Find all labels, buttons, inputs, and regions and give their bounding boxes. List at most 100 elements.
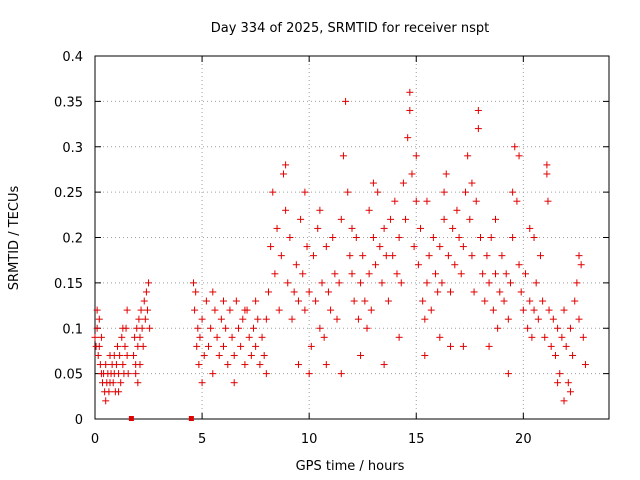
data-point xyxy=(494,324,502,332)
data-point xyxy=(110,351,118,359)
data-point xyxy=(429,234,437,241)
data-point xyxy=(136,361,144,369)
data-point xyxy=(337,215,345,223)
data-point xyxy=(209,288,217,296)
data-point xyxy=(277,252,285,260)
data-point xyxy=(481,297,489,305)
data-point xyxy=(526,224,534,232)
data-point xyxy=(271,270,279,278)
data-point xyxy=(387,215,395,223)
data-point xyxy=(466,215,474,223)
data-point xyxy=(502,270,510,278)
data-point xyxy=(337,370,345,378)
data-point xyxy=(196,333,204,341)
data-point xyxy=(547,342,555,350)
y-axis-label: SRMTID / TECUs xyxy=(7,186,22,291)
data-point xyxy=(322,361,330,369)
data-point xyxy=(421,351,429,359)
data-point xyxy=(130,351,138,359)
data-point xyxy=(134,379,142,387)
data-point xyxy=(102,361,110,369)
data-point xyxy=(558,333,566,341)
data-point xyxy=(489,306,497,314)
data-point xyxy=(105,388,113,396)
data-point xyxy=(419,297,427,305)
data-point xyxy=(566,324,574,332)
data-point xyxy=(543,161,551,169)
data-point xyxy=(474,125,482,133)
data-point xyxy=(145,279,153,287)
x-tick-label: 0 xyxy=(91,432,99,447)
y-tick-label: 0.2 xyxy=(62,232,83,247)
data-point xyxy=(357,279,365,287)
data-point xyxy=(282,161,290,169)
data-point xyxy=(348,270,356,278)
data-point xyxy=(135,315,143,323)
data-point xyxy=(97,370,105,378)
y-tick-label: 0 xyxy=(75,413,83,428)
data-point xyxy=(393,270,401,278)
data-point xyxy=(504,370,512,378)
data-point xyxy=(487,234,495,241)
data-point xyxy=(241,306,249,314)
data-point xyxy=(192,288,200,296)
data-point xyxy=(524,324,532,332)
data-points xyxy=(91,88,589,421)
data-point xyxy=(530,234,538,241)
data-point xyxy=(539,297,547,305)
y-tick-label: 0.1 xyxy=(62,322,83,337)
data-point xyxy=(378,279,386,287)
data-point xyxy=(412,197,420,205)
data-point xyxy=(389,252,397,260)
data-point xyxy=(530,306,538,314)
data-point xyxy=(374,188,382,196)
data-point xyxy=(262,370,270,378)
data-point xyxy=(119,361,127,369)
data-point xyxy=(515,261,523,269)
data-point xyxy=(123,306,131,314)
data-point xyxy=(115,388,123,396)
data-point xyxy=(348,224,356,232)
data-point xyxy=(198,379,206,387)
data-point xyxy=(198,315,206,323)
data-point xyxy=(444,252,452,260)
data-point xyxy=(436,243,444,251)
data-point xyxy=(549,315,557,323)
data-point xyxy=(408,170,416,178)
x-tick-label: 10 xyxy=(301,432,318,447)
data-point xyxy=(399,179,407,187)
data-point xyxy=(141,315,149,323)
data-point xyxy=(331,270,339,278)
data-point xyxy=(256,361,264,369)
data-point xyxy=(384,297,392,305)
y-tick-label: 0.05 xyxy=(54,368,83,383)
data-point xyxy=(339,152,347,160)
data-point xyxy=(234,324,242,332)
data-point xyxy=(551,351,559,359)
data-point xyxy=(299,270,307,278)
data-point xyxy=(425,252,433,260)
data-point xyxy=(267,243,275,251)
data-point xyxy=(202,297,210,305)
data-point xyxy=(459,342,467,350)
data-point xyxy=(303,243,311,251)
data-point xyxy=(455,234,463,241)
data-point xyxy=(284,279,292,287)
data-point xyxy=(406,106,414,114)
data-point xyxy=(528,333,536,341)
data-point xyxy=(117,379,125,387)
data-point xyxy=(372,261,380,269)
data-point xyxy=(352,234,360,241)
data-point xyxy=(363,324,371,332)
data-point xyxy=(258,333,266,341)
data-point xyxy=(333,315,341,323)
data-point xyxy=(252,297,260,305)
data-point xyxy=(453,206,461,214)
data-point xyxy=(124,370,132,378)
data-point xyxy=(344,188,352,196)
data-point xyxy=(564,379,572,387)
data-point xyxy=(262,315,270,323)
data-point xyxy=(536,252,544,260)
data-point xyxy=(414,261,422,269)
